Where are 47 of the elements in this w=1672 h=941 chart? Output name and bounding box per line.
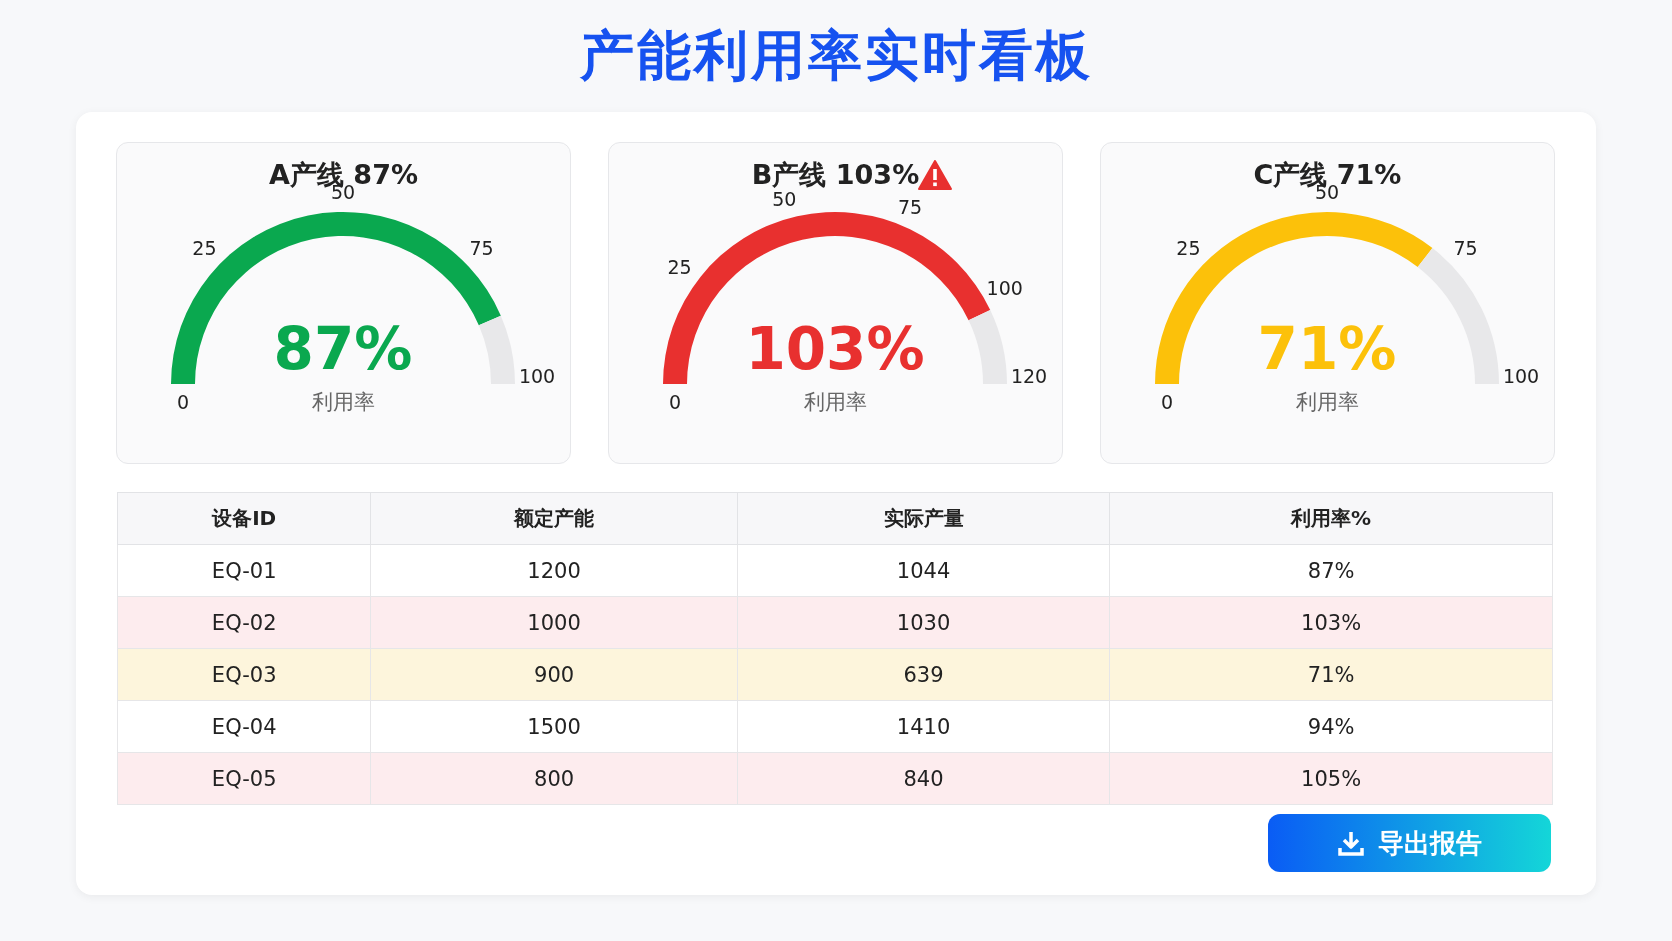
text: 产能利用率实时看板 — [578, 23, 1094, 89]
data-label: 87% — [1109, 544, 1553, 597]
data-label: 105% — [1109, 752, 1553, 805]
data-label: 840 — [737, 752, 1110, 805]
chart-title: B产线 103% — [751, 159, 920, 190]
category-label: EQ-01 — [117, 544, 371, 597]
data-label: 94% — [1109, 700, 1553, 753]
text: 100 — [518, 365, 556, 387]
category-label: EQ-05 — [117, 752, 371, 805]
text: 25 — [667, 256, 692, 279]
text: 50 — [772, 187, 797, 210]
text: 100 — [1502, 365, 1540, 387]
data-label: 1410 — [737, 700, 1110, 753]
data-label: 1200 — [370, 544, 738, 597]
category-label: EQ-03 — [117, 648, 371, 701]
data-label: 103% — [1109, 596, 1553, 649]
text: 0 — [668, 391, 682, 413]
text: 120 — [1010, 365, 1048, 387]
data-label: 1500 — [370, 700, 738, 753]
category-label: EQ-02 — [117, 596, 371, 649]
data-label: 800 — [370, 752, 738, 805]
text: 75 — [897, 195, 923, 218]
text: 75 — [1453, 237, 1478, 260]
data-label: 71% — [1109, 648, 1553, 701]
text: 利用率 — [803, 390, 867, 414]
text: 利用率 — [1295, 390, 1359, 414]
data-label: 103% — [745, 315, 925, 383]
series-label: 实际产量 — [737, 492, 1110, 545]
series-label: 额定产能 — [370, 492, 738, 545]
data-label: 87% — [273, 315, 413, 383]
data-label: 1030 — [737, 596, 1110, 649]
text: 100 — [986, 277, 1023, 299]
data-label: 1044 — [737, 544, 1110, 597]
data-label: 639 — [737, 648, 1110, 701]
text: 25 — [192, 237, 217, 260]
text: 导出报告 — [1377, 826, 1482, 860]
series-label: 利用率% — [1109, 492, 1553, 545]
data-label: 1000 — [370, 596, 738, 649]
text: 0 — [176, 391, 190, 413]
text: 利用率 — [311, 390, 375, 414]
text: 设备ID — [117, 492, 371, 545]
text: 0 — [1160, 391, 1174, 413]
data-label: 71% — [1257, 315, 1397, 383]
data-label: 900 — [370, 648, 738, 701]
text: 25 — [1176, 237, 1201, 260]
text: 75 — [469, 237, 494, 260]
category-label: EQ-04 — [117, 700, 371, 753]
